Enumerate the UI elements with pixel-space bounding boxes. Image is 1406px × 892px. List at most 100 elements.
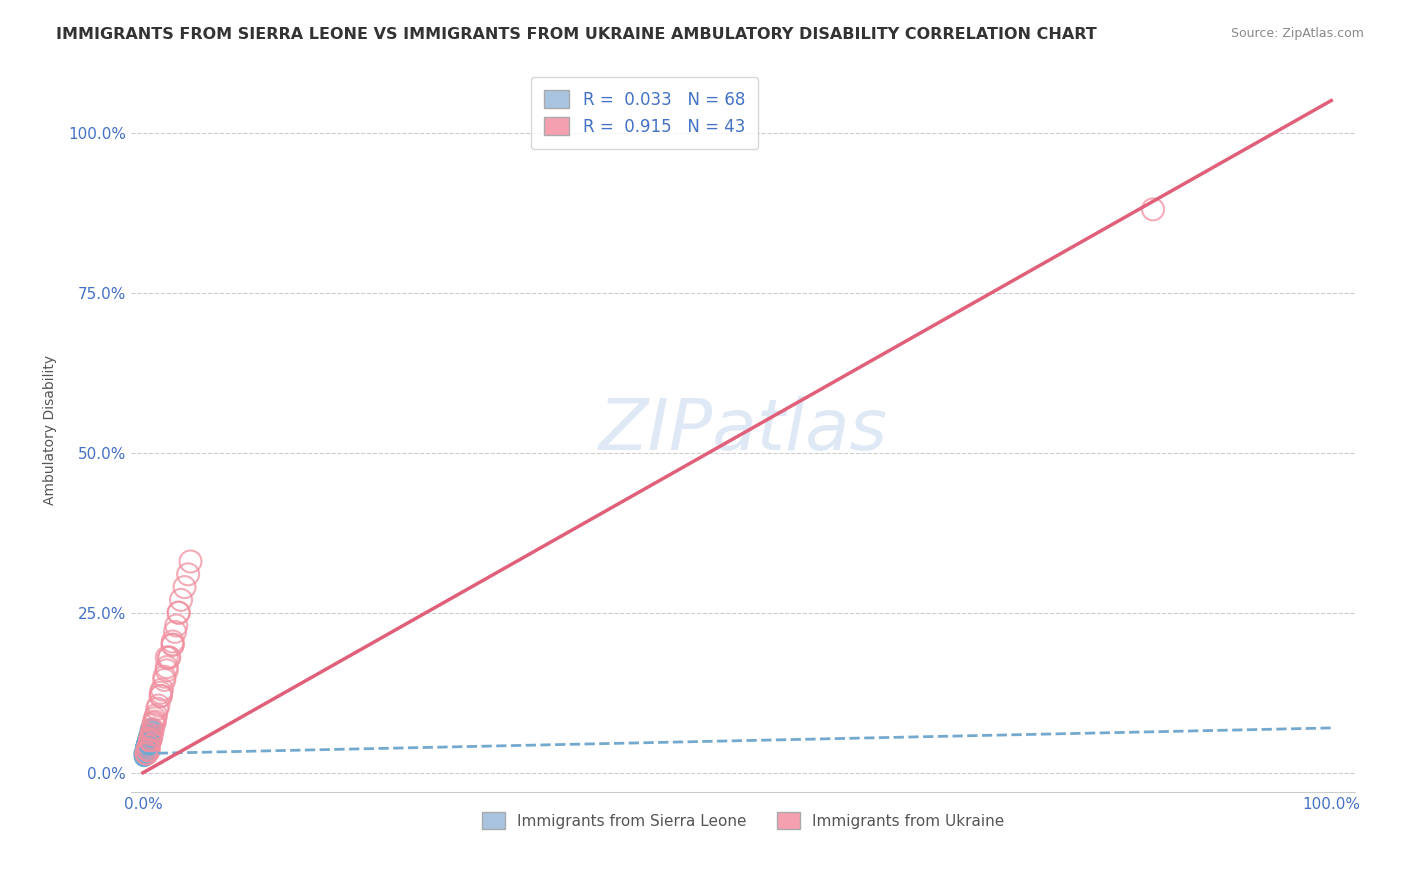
- Point: [138, 727, 160, 741]
- Point: [134, 749, 156, 764]
- Point: [143, 711, 166, 725]
- Point: [139, 732, 162, 747]
- Point: [148, 698, 170, 713]
- Point: [139, 727, 162, 741]
- Point: [139, 733, 162, 747]
- Point: [134, 744, 156, 758]
- Point: [139, 726, 162, 740]
- Point: [135, 737, 157, 751]
- Point: [134, 747, 156, 761]
- Point: [150, 682, 173, 697]
- Point: [149, 689, 172, 703]
- Point: [134, 741, 156, 756]
- Point: [135, 738, 157, 752]
- Point: [134, 741, 156, 756]
- Point: [134, 740, 156, 755]
- Point: [136, 736, 159, 750]
- Point: [157, 650, 180, 665]
- Legend: Immigrants from Sierra Leone, Immigrants from Ukraine: Immigrants from Sierra Leone, Immigrants…: [475, 806, 1011, 835]
- Point: [136, 733, 159, 747]
- Point: [135, 737, 157, 751]
- Point: [134, 749, 156, 764]
- Point: [146, 702, 169, 716]
- Point: [138, 731, 160, 745]
- Point: [165, 624, 187, 639]
- Point: [139, 732, 162, 747]
- Point: [156, 660, 179, 674]
- Point: [138, 733, 160, 747]
- Point: [153, 673, 176, 687]
- Point: [134, 741, 156, 756]
- Point: [134, 743, 156, 757]
- Point: [134, 748, 156, 763]
- Point: [141, 731, 163, 745]
- Point: [149, 689, 172, 703]
- Point: [139, 733, 162, 747]
- Point: [136, 735, 159, 749]
- Point: [156, 650, 179, 665]
- Text: Source: ZipAtlas.com: Source: ZipAtlas.com: [1230, 27, 1364, 40]
- Text: IMMIGRANTS FROM SIERRA LEONE VS IMMIGRANTS FROM UKRAINE AMBULATORY DISABILITY CO: IMMIGRANTS FROM SIERRA LEONE VS IMMIGRAN…: [56, 27, 1097, 42]
- Point: [142, 715, 165, 730]
- Point: [134, 747, 156, 762]
- Point: [134, 745, 156, 759]
- Point: [135, 747, 157, 761]
- Point: [170, 593, 193, 607]
- Point: [136, 733, 159, 747]
- Point: [134, 742, 156, 756]
- Point: [143, 714, 166, 729]
- Y-axis label: Ambulatory Disability: Ambulatory Disability: [44, 355, 58, 505]
- Point: [149, 686, 172, 700]
- Point: [136, 739, 159, 753]
- Point: [136, 731, 159, 746]
- Point: [1142, 202, 1164, 217]
- Point: [134, 741, 156, 756]
- Point: [134, 746, 156, 760]
- Point: [134, 743, 156, 757]
- Point: [134, 747, 156, 761]
- Point: [135, 738, 157, 752]
- Point: [138, 739, 160, 753]
- Point: [138, 743, 160, 757]
- Point: [135, 739, 157, 753]
- Point: [134, 740, 156, 755]
- Point: [136, 733, 159, 747]
- Point: [134, 746, 156, 760]
- Point: [134, 747, 156, 762]
- Point: [135, 736, 157, 750]
- Point: [136, 737, 159, 751]
- Point: [134, 740, 156, 755]
- Point: [156, 663, 179, 677]
- Point: [135, 740, 157, 755]
- Point: [136, 743, 159, 757]
- Point: [134, 747, 156, 761]
- Point: [135, 740, 157, 755]
- Point: [138, 729, 160, 743]
- Point: [136, 735, 159, 749]
- Point: [135, 745, 157, 759]
- Point: [177, 567, 200, 582]
- Point: [157, 650, 180, 665]
- Point: [138, 730, 160, 744]
- Point: [138, 731, 160, 745]
- Point: [141, 723, 163, 737]
- Point: [136, 736, 159, 750]
- Point: [145, 708, 167, 723]
- Point: [134, 742, 156, 756]
- Point: [138, 730, 160, 744]
- Point: [173, 580, 195, 594]
- Point: [142, 717, 165, 731]
- Point: [162, 638, 184, 652]
- Point: [162, 638, 184, 652]
- Point: [134, 743, 156, 757]
- Point: [136, 732, 159, 747]
- Point: [162, 634, 184, 648]
- Point: [134, 742, 156, 756]
- Point: [135, 738, 157, 752]
- Point: [179, 554, 201, 568]
- Point: [138, 729, 160, 743]
- Point: [141, 727, 163, 741]
- Point: [139, 724, 162, 739]
- Point: [134, 743, 156, 757]
- Point: [136, 741, 159, 756]
